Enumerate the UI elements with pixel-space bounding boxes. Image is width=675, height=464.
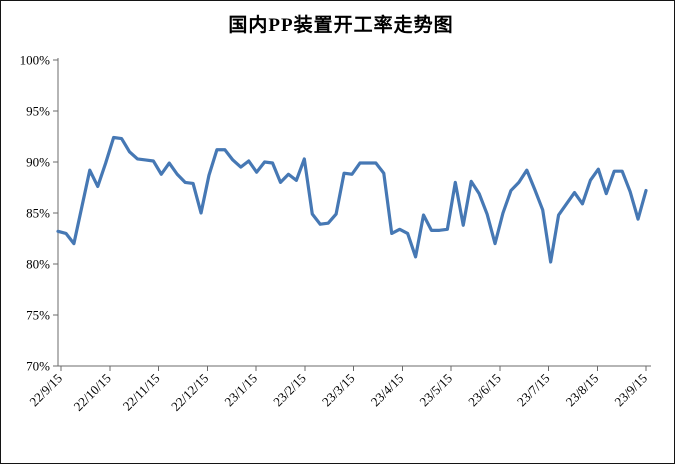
x-tick-label: 23/2/15 xyxy=(270,371,309,410)
x-tick-label: 22/9/15 xyxy=(26,371,65,410)
y-tick-label: 100% xyxy=(20,53,51,68)
x-tick-label: 23/3/15 xyxy=(319,371,358,410)
y-tick-label: 70% xyxy=(26,359,50,374)
y-tick-label: 80% xyxy=(26,257,50,272)
chart-title: 国内PP装置开工率走势图 xyxy=(228,15,454,36)
x-tick-label: 23/6/15 xyxy=(465,371,504,410)
x-tick-label: 23/4/15 xyxy=(368,371,407,410)
x-tick-label: 23/5/15 xyxy=(416,371,455,410)
y-tick-label: 95% xyxy=(26,104,50,119)
y-tick-label: 90% xyxy=(26,155,50,170)
y-tick-label: 85% xyxy=(26,206,50,221)
x-tick-label: 22/11/15 xyxy=(120,371,163,414)
x-tick-label: 23/8/15 xyxy=(563,371,602,410)
x-tick-label: 23/1/15 xyxy=(221,371,260,410)
series-line xyxy=(56,135,648,264)
x-tick-label: 22/12/15 xyxy=(168,371,211,414)
x-tick-label: 22/10/15 xyxy=(71,371,114,414)
x-tick-label: 23/9/15 xyxy=(611,371,650,410)
x-tick-label: 23/7/15 xyxy=(514,371,553,410)
y-tick-label: 75% xyxy=(26,308,50,323)
